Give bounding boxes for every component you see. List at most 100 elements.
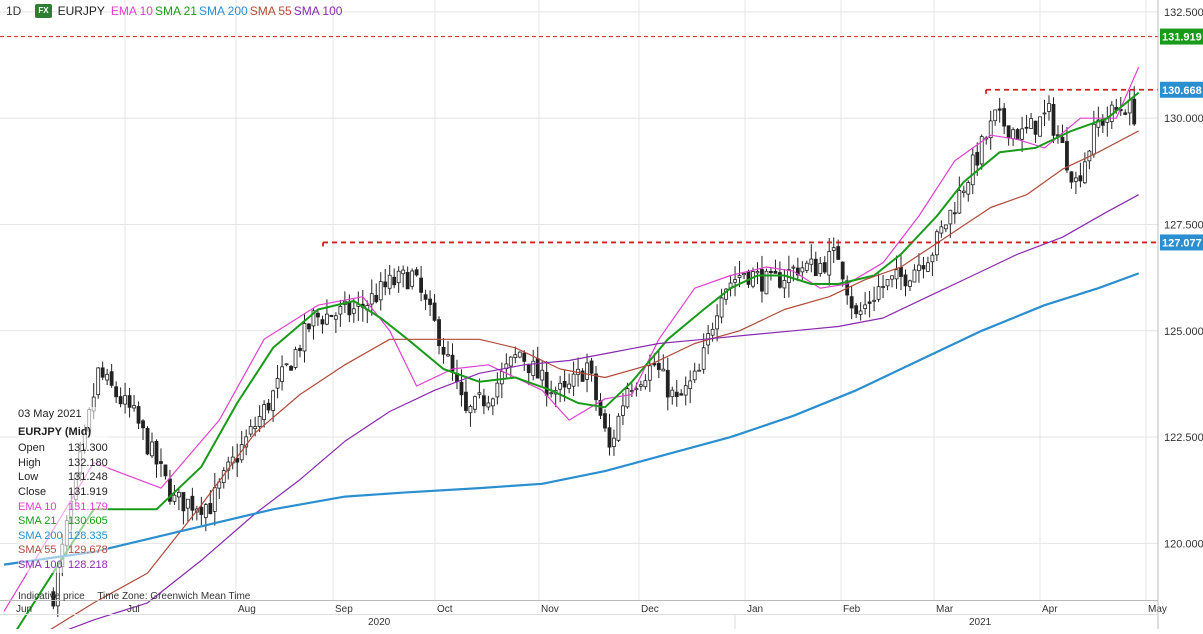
series-line-ema-10 <box>3 66 1140 612</box>
candle-body <box>320 319 325 325</box>
data-window-value: 131.179 <box>68 500 108 513</box>
candle-body <box>154 440 159 465</box>
candle-body <box>1047 103 1051 112</box>
candle-body <box>127 395 132 408</box>
price-tag[interactable] <box>1160 28 1203 45</box>
candle-body <box>96 367 101 396</box>
candle-body <box>1011 129 1016 140</box>
candle-body <box>930 254 935 263</box>
candle-body <box>1033 120 1038 135</box>
candle-body <box>100 367 105 378</box>
candle-body <box>369 293 374 305</box>
candle-body <box>746 270 751 285</box>
candle-body <box>190 495 195 511</box>
candle-body <box>1078 175 1083 182</box>
candle-body <box>159 461 163 464</box>
candle-body <box>594 373 598 401</box>
candle-body <box>827 251 832 276</box>
candle-body <box>688 380 693 389</box>
candle-body <box>396 270 401 284</box>
candle-body <box>836 246 841 260</box>
candle-body <box>854 305 859 315</box>
data-window-label: High <box>18 456 41 469</box>
symbol-label[interactable]: EURJPY <box>57 4 105 18</box>
candle-body <box>952 212 957 215</box>
legend-sma-100[interactable]: SMA 100 <box>293 4 343 18</box>
candle-body <box>562 380 567 388</box>
candle-body <box>1006 125 1011 139</box>
candle-body <box>450 354 455 372</box>
candle-body <box>1015 129 1020 141</box>
candle-body <box>643 380 648 388</box>
candle-body <box>885 279 890 287</box>
legend-sma-55[interactable]: SMA 55 <box>249 4 292 18</box>
candle-body <box>203 504 208 518</box>
candle-body <box>338 306 343 315</box>
indicator-lines <box>3 66 1140 634</box>
candle-body <box>109 371 114 386</box>
candle-body <box>769 271 773 274</box>
candle-body <box>558 382 563 390</box>
candle-body <box>316 312 320 318</box>
timeframe-label[interactable]: 1D <box>6 4 22 18</box>
candle-body <box>849 296 854 309</box>
x-tick-label: Apr <box>1042 604 1058 615</box>
candle-body <box>1029 118 1033 129</box>
year-label: 2020 <box>368 617 391 628</box>
candle-body <box>988 120 993 139</box>
candle-body <box>289 365 293 371</box>
candle-body <box>257 416 262 427</box>
legend-sma-200[interactable]: SMA 200 <box>198 4 248 18</box>
price-tag-label: 131.919 <box>1162 32 1202 44</box>
candle-body <box>818 263 823 275</box>
x-tick-label: Nov <box>541 604 559 615</box>
horizontal-lines[interactable]: 131.919 130.668 127.077 <box>0 28 1203 251</box>
y-tick-label: 122.500 <box>1164 432 1203 444</box>
candle-body <box>881 286 885 288</box>
candle-body <box>495 382 500 398</box>
price-tag[interactable] <box>1160 81 1203 98</box>
candle-body <box>441 347 446 355</box>
candle-body <box>248 426 253 435</box>
candle-body <box>549 392 554 395</box>
candle-body <box>1082 161 1087 184</box>
candle-body <box>567 383 572 389</box>
price-tag-label: 127.077 <box>1162 237 1202 249</box>
candle-body <box>616 415 621 441</box>
candle-body <box>679 393 684 396</box>
candle-body <box>405 272 410 290</box>
x-tick-label: Mar <box>936 604 954 615</box>
candle-body <box>1002 108 1007 127</box>
data-window-symbol: EURJPY (Mid) <box>18 425 92 438</box>
candle-body <box>580 370 585 382</box>
data-window-row: EMA 10 131.179 <box>18 500 108 515</box>
data-window-value: 132.180 <box>68 456 108 469</box>
price-tag[interactable] <box>1160 234 1203 251</box>
candle-body <box>105 373 110 381</box>
data-window-value: 131.300 <box>68 442 108 455</box>
candle-body <box>1051 104 1056 136</box>
candle-body <box>975 151 980 166</box>
candle-body <box>535 358 540 379</box>
candle-body <box>163 464 168 477</box>
data-window-row: SMA 21 130.605 <box>18 514 108 529</box>
candle-body <box>468 406 473 414</box>
candle-body <box>733 279 737 283</box>
candle-body <box>333 315 338 320</box>
candle-body <box>275 378 280 389</box>
candle-body <box>477 392 482 395</box>
y-tick-label: 132.500 <box>1164 7 1203 19</box>
legend-ema-10[interactable]: EMA 10 <box>110 4 153 18</box>
legend-sma-21[interactable]: SMA 21 <box>154 4 197 18</box>
candle-body <box>181 492 186 512</box>
candle-body <box>387 274 392 289</box>
candle-body <box>737 275 742 278</box>
candle-body <box>742 273 746 276</box>
candle-body <box>921 265 926 270</box>
candle-body <box>423 294 428 300</box>
candle-body <box>540 369 545 381</box>
data-window-row: Low 131.248 <box>18 470 108 485</box>
candle-body <box>1038 116 1042 137</box>
